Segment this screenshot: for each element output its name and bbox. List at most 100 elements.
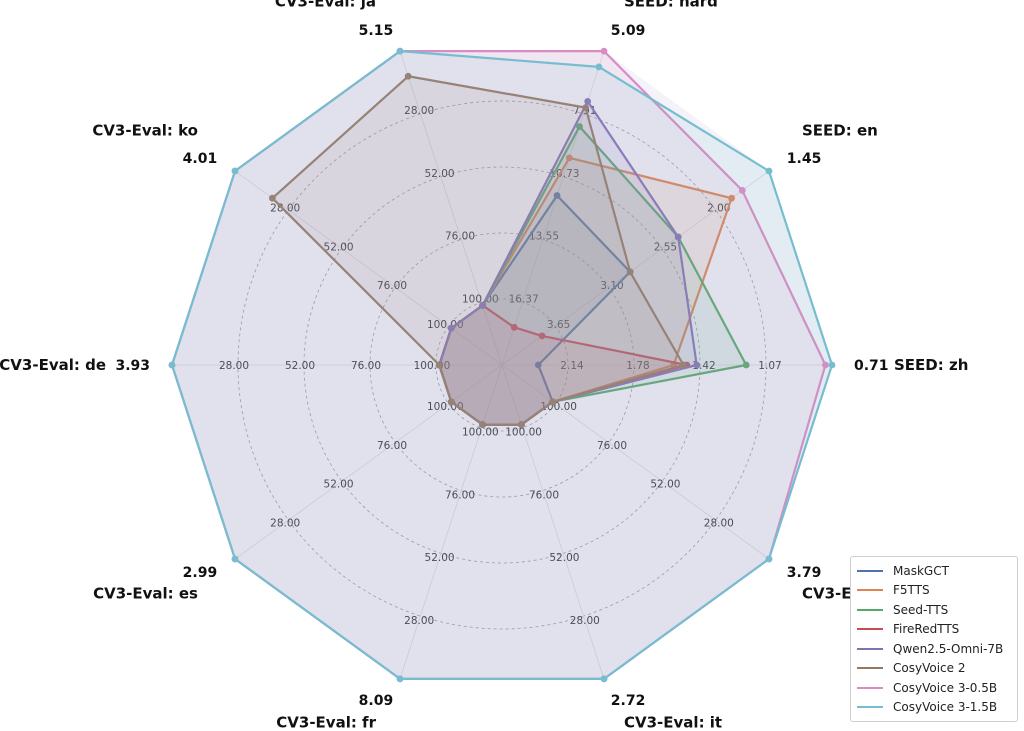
data-point <box>828 361 836 369</box>
tick-label: 52.00 <box>425 168 455 180</box>
axis-best-value: 4.01 <box>183 151 218 167</box>
data-point <box>447 324 455 332</box>
legend-label: CosyVoice 3-1.5B <box>893 700 998 715</box>
axis-best-value: 3.79 <box>787 565 822 581</box>
tick-label: 1.78 <box>626 360 649 372</box>
axis-best-value: 0.71 <box>854 358 889 374</box>
data-point <box>479 301 487 309</box>
data-point <box>738 187 746 194</box>
legend-swatch <box>857 706 883 709</box>
data-point <box>565 154 573 162</box>
series-6 <box>269 72 687 429</box>
data-point <box>231 555 239 563</box>
data-point <box>728 194 735 202</box>
data-point <box>553 192 561 199</box>
tick-label: 52.00 <box>324 479 354 491</box>
axis-best-value: 2.99 <box>183 565 218 581</box>
data-point <box>595 63 603 71</box>
data-point <box>742 361 750 369</box>
legend-swatch <box>857 686 883 689</box>
tick-label: 28.00 <box>404 105 434 117</box>
tick-label: 28.00 <box>219 360 249 372</box>
data-point <box>626 268 634 276</box>
data-point <box>584 97 592 105</box>
legend-swatch <box>857 608 883 611</box>
legend-item: Seed-TTS <box>857 600 1011 620</box>
axis-label: CV3-Eval: fr <box>276 714 376 731</box>
tick-label: 76.00 <box>351 360 381 372</box>
data-point <box>231 167 239 175</box>
data-point <box>269 194 276 202</box>
tick-label: 2.14 <box>560 360 584 372</box>
spoke-6 <box>234 364 503 560</box>
axis-label: SEED: en <box>802 122 878 140</box>
tick-label: 76.00 <box>597 440 627 452</box>
axis-best-value: 5.15 <box>359 23 394 39</box>
tick-label: 76.00 <box>445 231 475 243</box>
tick-label: 52.00 <box>324 241 354 253</box>
axis-best-value: 2.72 <box>611 693 646 709</box>
axis-label: CV3-Eval: ko <box>92 122 198 140</box>
legend-label: CosyVoice 2 <box>893 661 966 676</box>
axis-label: SEED: hard <box>624 0 718 10</box>
legend-label: Qwen2.5-Omni-7B <box>893 641 1004 656</box>
data-point <box>765 167 773 175</box>
data-point <box>538 332 546 340</box>
tick-label: 52.00 <box>549 552 579 564</box>
data-point <box>510 323 518 331</box>
axis-label: SEED: zh <box>894 356 968 374</box>
data-point <box>435 361 443 369</box>
data-point <box>396 47 404 55</box>
legend-item: FireRedTTS <box>857 620 1011 640</box>
series-8 <box>168 47 836 683</box>
spoke-7 <box>399 364 503 679</box>
tick-label: 76.00 <box>377 280 407 292</box>
data-point <box>447 398 455 406</box>
legend-item: CosyVoice 3-0.5B <box>857 678 1011 698</box>
legend-swatch <box>857 667 883 670</box>
axis-best-value: 8.09 <box>359 693 394 709</box>
tick-label: 13.55 <box>529 231 559 243</box>
tick-label: 7.91 <box>573 105 596 117</box>
data-point <box>534 361 542 369</box>
data-point <box>479 421 487 429</box>
tick-label: 3.65 <box>547 319 570 331</box>
tick-label: 2.00 <box>707 202 730 214</box>
legend-label: Seed-TTS <box>893 602 949 617</box>
data-point <box>396 675 404 683</box>
tick-label: 76.00 <box>445 489 475 501</box>
tick-label: 52.00 <box>285 360 315 372</box>
data-point <box>576 123 583 130</box>
axis-label: CV3-Eval: it <box>624 714 722 731</box>
data-point <box>168 361 176 369</box>
tick-label: 28.00 <box>270 518 300 530</box>
data-point <box>404 72 412 80</box>
spoke-4 <box>234 170 503 366</box>
tick-label: 76.00 <box>529 489 559 501</box>
axis-best-value: 5.09 <box>611 23 646 39</box>
tick-label: 52.00 <box>425 552 455 564</box>
tick-label: 76.00 <box>377 440 407 452</box>
spoke-8 <box>501 364 605 679</box>
data-point <box>600 675 608 683</box>
legend-swatch <box>857 628 883 631</box>
tick-label: 28.00 <box>404 615 434 627</box>
legend-item: F5TTS <box>857 581 1011 601</box>
legend-label: FireRedTTS <box>893 622 960 637</box>
axis-best-value: 1.45 <box>787 151 822 167</box>
legend: MaskGCT F5TTS Seed-TTS FireRedTTS Qwen2.5-Om… <box>850 556 1018 722</box>
data-point <box>674 233 682 241</box>
tick-label: 52.00 <box>650 479 680 491</box>
tick-label: 28.00 <box>704 518 734 530</box>
spoke-9 <box>501 364 770 560</box>
legend-item: CosyVoice 3-1.5B <box>857 698 1011 718</box>
spoke-3 <box>399 51 503 366</box>
data-point <box>765 555 773 563</box>
axis-label: CV3-Eval: de <box>0 356 106 374</box>
axis-label: CV3-Eval: es <box>93 584 198 602</box>
legend-label: F5TTS <box>893 583 930 598</box>
tick-label: 28.00 <box>270 202 300 214</box>
legend-swatch <box>857 569 883 572</box>
legend-swatch <box>857 589 883 592</box>
